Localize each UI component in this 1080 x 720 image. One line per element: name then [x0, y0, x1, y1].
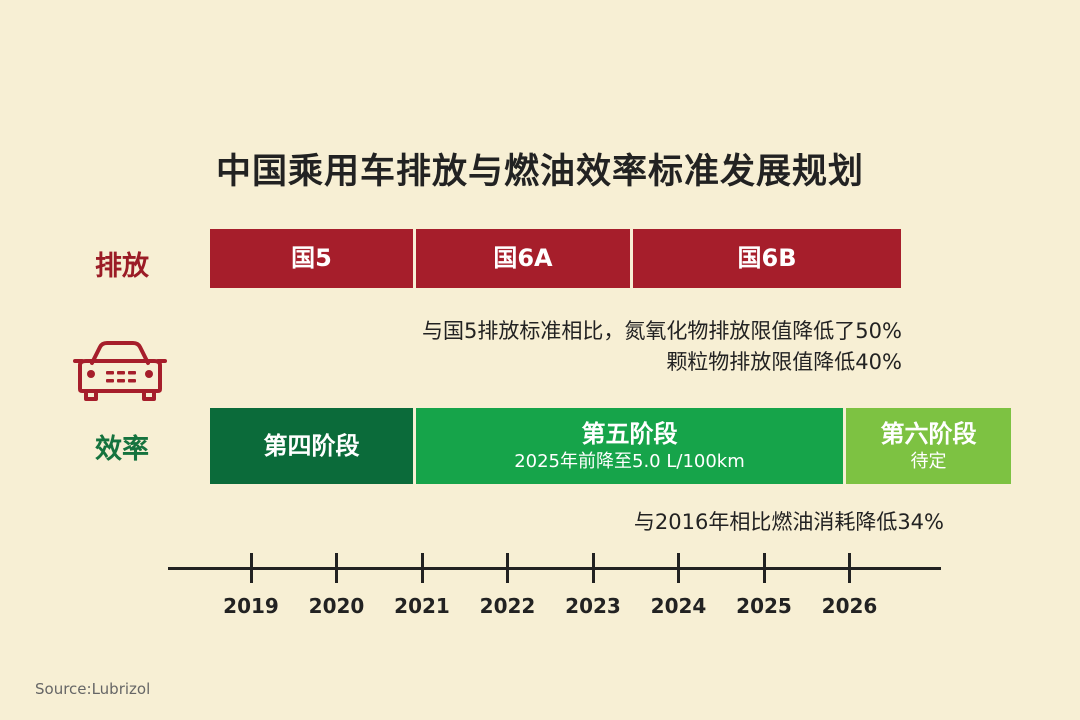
efficiency-row-label: 效率 — [95, 434, 149, 465]
timeline-tick — [848, 553, 851, 583]
efficiency-segment-stage4: 第四阶段 — [210, 408, 413, 484]
timeline-tick — [420, 553, 424, 583]
emission-segment-label: 国6A — [493, 244, 553, 273]
timeline-year-label: 2021 — [394, 594, 450, 618]
timeline-year-label: 2022 — [479, 594, 536, 618]
timeline-year-label: 2019 — [223, 594, 279, 618]
emission-segment-guo5: 国5 — [210, 229, 413, 288]
timeline-year-label: 2020 — [308, 594, 365, 618]
timeline-year-label: 2026 — [821, 594, 878, 618]
emission-segment-label: 国5 — [291, 244, 332, 273]
emission-note-line2: 颗粒物排放限值降低40% — [666, 350, 902, 374]
emission-note-line1: 与国5排放标准相比，氮氧化物排放限值降低了50% — [421, 319, 902, 343]
efficiency-segment-label: 第四阶段 — [263, 431, 360, 460]
timeline-tick — [249, 553, 253, 583]
efficiency-segment-sub: 待定 — [910, 450, 947, 472]
emission-segment-guo6b: 国6B — [633, 229, 901, 288]
efficiency-note: 与2016年相比燃油消耗降低34% — [633, 510, 944, 534]
emission-row-label: 排放 — [95, 251, 149, 282]
efficiency-segment-label: 第六阶段 — [880, 419, 977, 448]
efficiency-segment-stage5: 第五阶段 2025年前降至5.0 L/100km — [416, 408, 843, 484]
timeline-tick — [506, 553, 509, 583]
emission-segment-label: 国6B — [737, 244, 797, 273]
source-credit: Source:Lubrizol — [35, 680, 151, 698]
emission-segment-guo6a: 国6A — [416, 229, 630, 288]
car-icon — [73, 341, 167, 401]
efficiency-segment-label: 第五阶段 — [581, 419, 678, 448]
timeline-tick — [335, 553, 338, 583]
page-title: 中国乘用车排放与燃油效率标准发展规划 — [215, 152, 864, 192]
timeline-year-label: 2023 — [565, 594, 621, 618]
efficiency-segment-stage6: 第六阶段 待定 — [846, 408, 1011, 484]
timeline-tick — [677, 553, 680, 583]
timeline-year-label: 2024 — [650, 594, 707, 618]
efficiency-segment-sub: 2025年前降至5.0 L/100km — [514, 450, 745, 472]
timeline-tick — [762, 553, 766, 583]
timeline-year-label: 2025 — [736, 594, 792, 618]
timeline-tick — [591, 553, 595, 583]
timeline-axis — [168, 567, 941, 570]
